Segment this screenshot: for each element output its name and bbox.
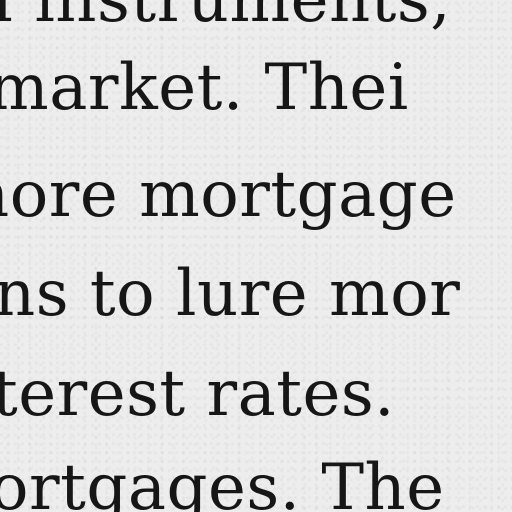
text-line-1: d instruments, <box>0 0 452 37</box>
text-line-2: market. Thei <box>0 51 409 125</box>
text-line-5: terest rates. <box>0 357 395 431</box>
text-line-4: ns to lure mor <box>0 257 461 331</box>
text-line-6: ortgages. The <box>0 451 445 512</box>
text-line-3: nore mortgage <box>0 158 457 232</box>
